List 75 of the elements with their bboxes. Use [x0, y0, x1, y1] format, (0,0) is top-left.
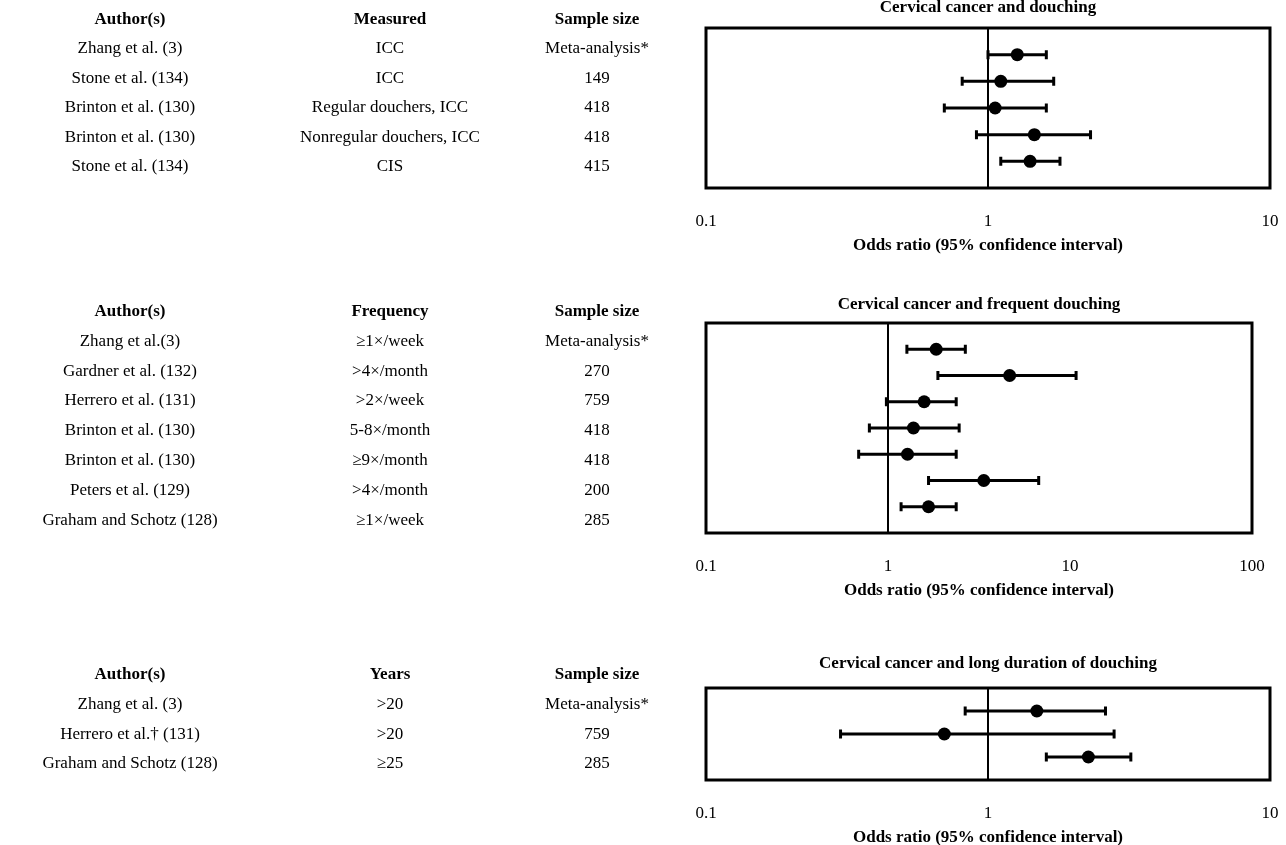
text: Years	[369, 663, 411, 683]
text: Brinton et al. (130)	[64, 420, 196, 440]
x-tick-label: 1	[883, 555, 893, 575]
x-tick-label: 10	[1061, 555, 1079, 575]
text: Regular douchers, ICC	[311, 97, 469, 117]
text: ICC	[375, 67, 405, 87]
text: 200	[584, 479, 610, 499]
x-axis-title: Odds ratio (95% confidence interval)	[852, 826, 1124, 845]
text: >4×/month	[352, 360, 429, 380]
x-tick-label: 0.1	[695, 555, 717, 575]
x-tick-label: 1	[983, 210, 993, 230]
chart-title: Cervical cancer and frequent douching	[837, 293, 1121, 313]
text: 759	[584, 390, 610, 410]
text: Gardner et al. (132)	[62, 360, 198, 380]
x-tick-label: 1	[983, 802, 993, 822]
text: >20	[376, 693, 404, 713]
text: Meta-analysis*	[545, 330, 649, 350]
text: 418	[584, 449, 610, 469]
point	[988, 101, 1002, 115]
text: 285	[584, 509, 610, 529]
text: 418	[584, 97, 610, 117]
text: 270	[584, 360, 610, 380]
text: ≥1×/week	[355, 509, 425, 529]
x-tick-label: 100	[1239, 555, 1265, 575]
x-axis-title: Odds ratio (95% confidence interval)	[843, 579, 1115, 599]
text: >20	[376, 723, 404, 743]
text: Nonregular douchers, ICC	[300, 126, 480, 146]
text: Sample size	[554, 663, 640, 683]
text: Graham and Schotz (128)	[42, 753, 218, 773]
text: Zhang et al.(3)	[79, 330, 181, 350]
text: Author(s)	[94, 8, 166, 28]
text: 415	[584, 156, 610, 176]
text: Brinton et al. (130)	[64, 449, 196, 469]
text: 285	[584, 753, 610, 773]
x-tick-label: 0.1	[695, 210, 717, 230]
text: CIS	[376, 156, 404, 176]
text: Author(s)	[94, 663, 166, 683]
x-tick-label: 10	[1261, 210, 1279, 230]
text: Meta-analysis*	[545, 693, 649, 713]
text: Stone et al. (134)	[71, 156, 189, 176]
text: 418	[584, 420, 610, 440]
x-tick-label: 10	[1261, 802, 1279, 822]
x-axis-title: Odds ratio (95% confidence interval)	[852, 234, 1124, 254]
text: Measured	[353, 8, 427, 28]
text: 418	[584, 126, 610, 146]
text: Herrero et al. (131)	[64, 390, 196, 410]
x-tick-label: 0.1	[695, 802, 717, 822]
text: Zhang et al. (3)	[77, 693, 183, 713]
chart-title: Cervical cancer and douching	[879, 0, 1097, 16]
text: Herrero et al.† (131)	[60, 723, 200, 743]
text: 5-8×/month	[349, 420, 431, 440]
point	[1010, 48, 1024, 62]
text: ≥1×/week	[355, 330, 425, 350]
text: ICC	[375, 38, 405, 58]
point	[1027, 128, 1041, 142]
text: >4×/month	[352, 479, 429, 499]
text: Sample size	[554, 300, 640, 320]
text: Zhang et al. (3)	[77, 38, 183, 58]
text: ≥25	[376, 753, 404, 773]
text: Meta-analysis*	[545, 38, 649, 58]
text: Sample size	[554, 8, 640, 28]
text: Peters et al. (129)	[70, 479, 190, 499]
text: Stone et al. (134)	[71, 67, 189, 87]
text: Graham and Schotz (128)	[42, 509, 218, 529]
text: Frequency	[351, 300, 430, 320]
text: Brinton et al. (130)	[64, 126, 196, 146]
text: 149	[584, 67, 610, 87]
text: 759	[584, 723, 610, 743]
text: Author(s)	[94, 300, 166, 320]
point	[1023, 154, 1037, 168]
text: ≥9×/month	[352, 449, 429, 469]
text: >2×/week	[355, 390, 425, 410]
text: Brinton et al. (130)	[64, 97, 196, 117]
point	[994, 74, 1008, 88]
chart-title: Cervical cancer and long duration of douching	[819, 652, 1158, 672]
